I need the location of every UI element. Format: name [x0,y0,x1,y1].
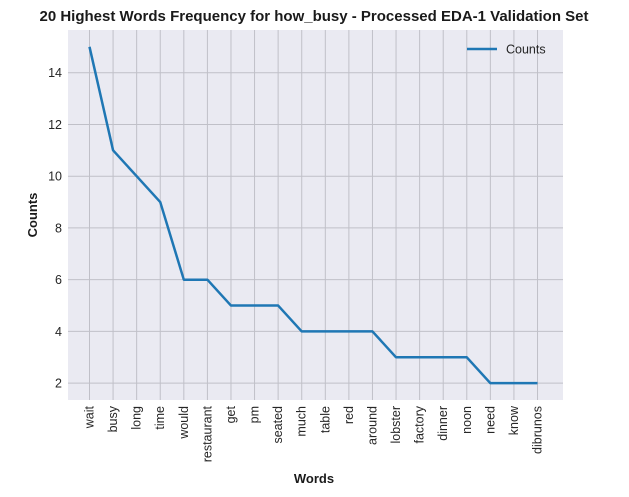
grid-lines [68,30,563,400]
x-tick-label: dinner [436,406,450,441]
x-tick-label: know [507,405,521,435]
x-tick-label: dibrunos [531,406,545,454]
plot-area [68,30,563,400]
y-tick-label: 6 [55,273,62,287]
y-axis-label: Counts [25,193,40,238]
x-tick-label: red [342,406,356,424]
x-tick-label: lobster [389,406,403,444]
data-points [89,46,538,384]
y-tick-label: 10 [48,170,62,184]
x-tick-label: wait [83,405,97,429]
x-tick-label: around [365,406,379,445]
x-tick-label: seated [271,406,285,444]
y-tick-label: 12 [48,118,62,132]
x-tick-label: time [153,406,167,430]
y-tick-label: 4 [55,325,62,339]
x-tick-label: long [130,406,144,430]
x-tick-label: restaurant [200,405,214,462]
x-axis-label: Words [294,471,334,486]
legend: Counts [467,43,546,57]
x-tick-label: much [295,406,309,437]
legend-label-counts: Counts [506,43,546,57]
x-axis-ticks: wait busy long time would restaurant get pm seat… [83,405,545,462]
x-tick-label: pm [248,406,262,423]
y-axis-ticks: 2 4 6 8 10 12 14 [48,66,62,390]
x-tick-label: busy [106,405,120,432]
y-tick-label: 8 [55,221,62,235]
counts-series-line [88,46,538,385]
x-tick-label: need [483,406,497,434]
x-tick-label: noon [460,406,474,434]
x-tick-label: get [224,405,238,423]
y-tick-label: 2 [55,377,62,391]
x-tick-label: factory [413,405,427,443]
x-tick-label: would [177,406,191,440]
chart-title: 20 Highest Words Frequency for how_busy … [39,8,588,25]
x-tick-label: table [318,406,332,433]
y-tick-label: 14 [48,66,62,80]
